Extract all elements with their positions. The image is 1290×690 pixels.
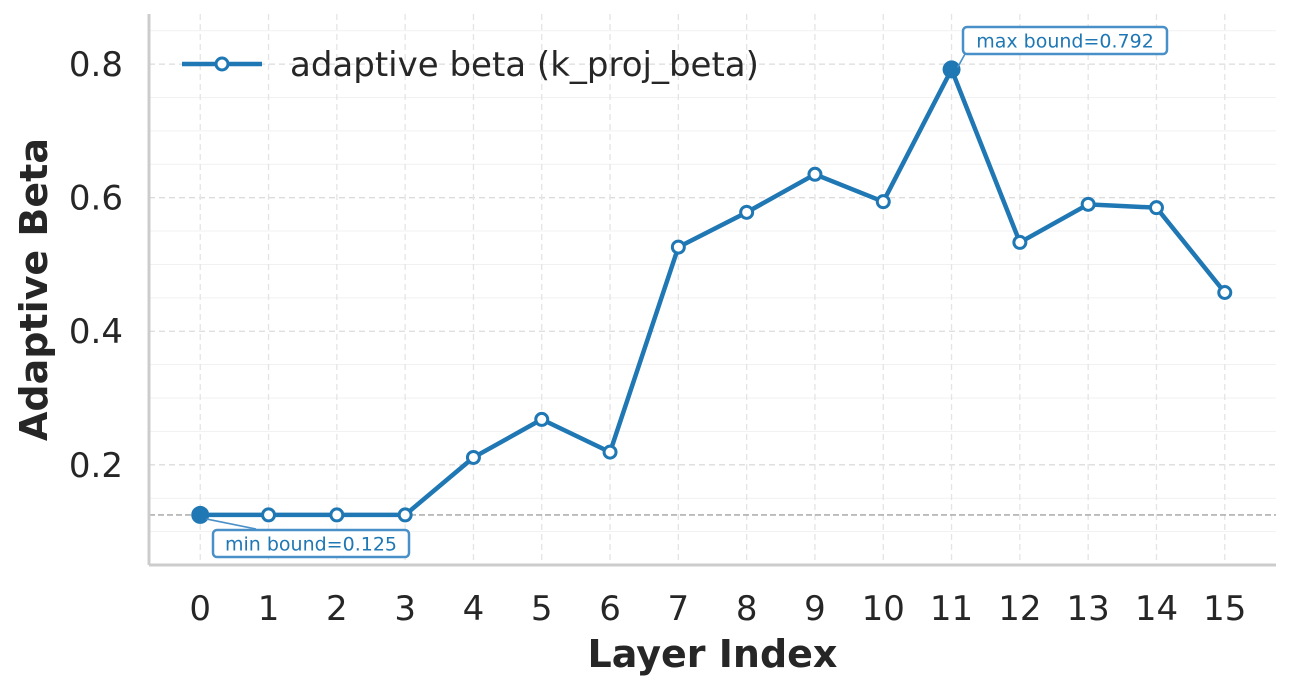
max-marker bbox=[942, 60, 961, 79]
x-tick-label: 14 bbox=[1135, 589, 1178, 629]
series-group bbox=[192, 61, 1233, 523]
data-point bbox=[261, 507, 277, 523]
y-tick-label: 0.8 bbox=[69, 45, 123, 85]
x-tick-label: 1 bbox=[258, 589, 280, 629]
x-axis-title: Layer Index bbox=[588, 632, 838, 676]
data-point bbox=[739, 204, 755, 220]
x-tick-label: 2 bbox=[326, 589, 348, 629]
x-tick-label: 13 bbox=[1067, 589, 1110, 629]
min-annotation-arrow bbox=[206, 518, 257, 530]
x-tick-label: 3 bbox=[394, 589, 416, 629]
axes: 0.20.40.60.80 1 2 3 4 5 6 7 8 9 10 11 12 13 14 15 bbox=[69, 14, 1276, 629]
grid bbox=[149, 14, 1276, 566]
x-tick-label: 10 bbox=[862, 589, 905, 629]
max-annotation-arrow bbox=[956, 53, 966, 68]
data-point bbox=[534, 411, 550, 427]
data-point bbox=[329, 507, 345, 523]
series-line bbox=[200, 67, 1227, 518]
data-point bbox=[1012, 234, 1028, 250]
min-marker bbox=[191, 505, 210, 524]
max-annotation-box bbox=[961, 25, 1169, 56]
data-point bbox=[875, 194, 891, 210]
legend: adaptive beta (k_proj_beta) bbox=[182, 45, 759, 85]
data-point bbox=[465, 449, 481, 465]
min-annotation-label: min bound=0.125 bbox=[225, 534, 397, 556]
x-tick-label: 4 bbox=[463, 589, 485, 629]
x-tick-label: 11 bbox=[930, 589, 973, 629]
y-tick-label: 0.2 bbox=[69, 446, 123, 486]
annotations: min bound=0.125 max bound=0.792 bbox=[191, 25, 1169, 559]
legend-label: adaptive beta (k_proj_beta) bbox=[290, 45, 759, 85]
min-annotation-box bbox=[211, 528, 411, 559]
y-tick-label: 0.6 bbox=[69, 179, 123, 219]
data-point bbox=[1148, 200, 1164, 216]
y-tick-label: 0.4 bbox=[69, 312, 123, 352]
y-axis-title: Adaptive Beta bbox=[12, 138, 56, 441]
x-tick-label: 5 bbox=[531, 589, 553, 629]
data-point bbox=[670, 239, 686, 255]
x-tick-label: 6 bbox=[599, 589, 621, 629]
x-tick-label: 12 bbox=[998, 589, 1041, 629]
x-tick-label: 9 bbox=[804, 589, 826, 629]
data-point bbox=[807, 166, 823, 182]
data-point bbox=[1080, 196, 1096, 212]
x-tick-label: 7 bbox=[668, 589, 690, 629]
x-tick-label: 0 bbox=[189, 589, 211, 629]
x-tick-label: 15 bbox=[1203, 589, 1246, 629]
legend-marker bbox=[214, 56, 230, 72]
data-point bbox=[602, 444, 618, 460]
data-point bbox=[1217, 285, 1233, 301]
data-point bbox=[397, 507, 413, 523]
max-annotation-label: max bound=0.792 bbox=[976, 31, 1154, 53]
x-tick-label: 8 bbox=[736, 589, 758, 629]
